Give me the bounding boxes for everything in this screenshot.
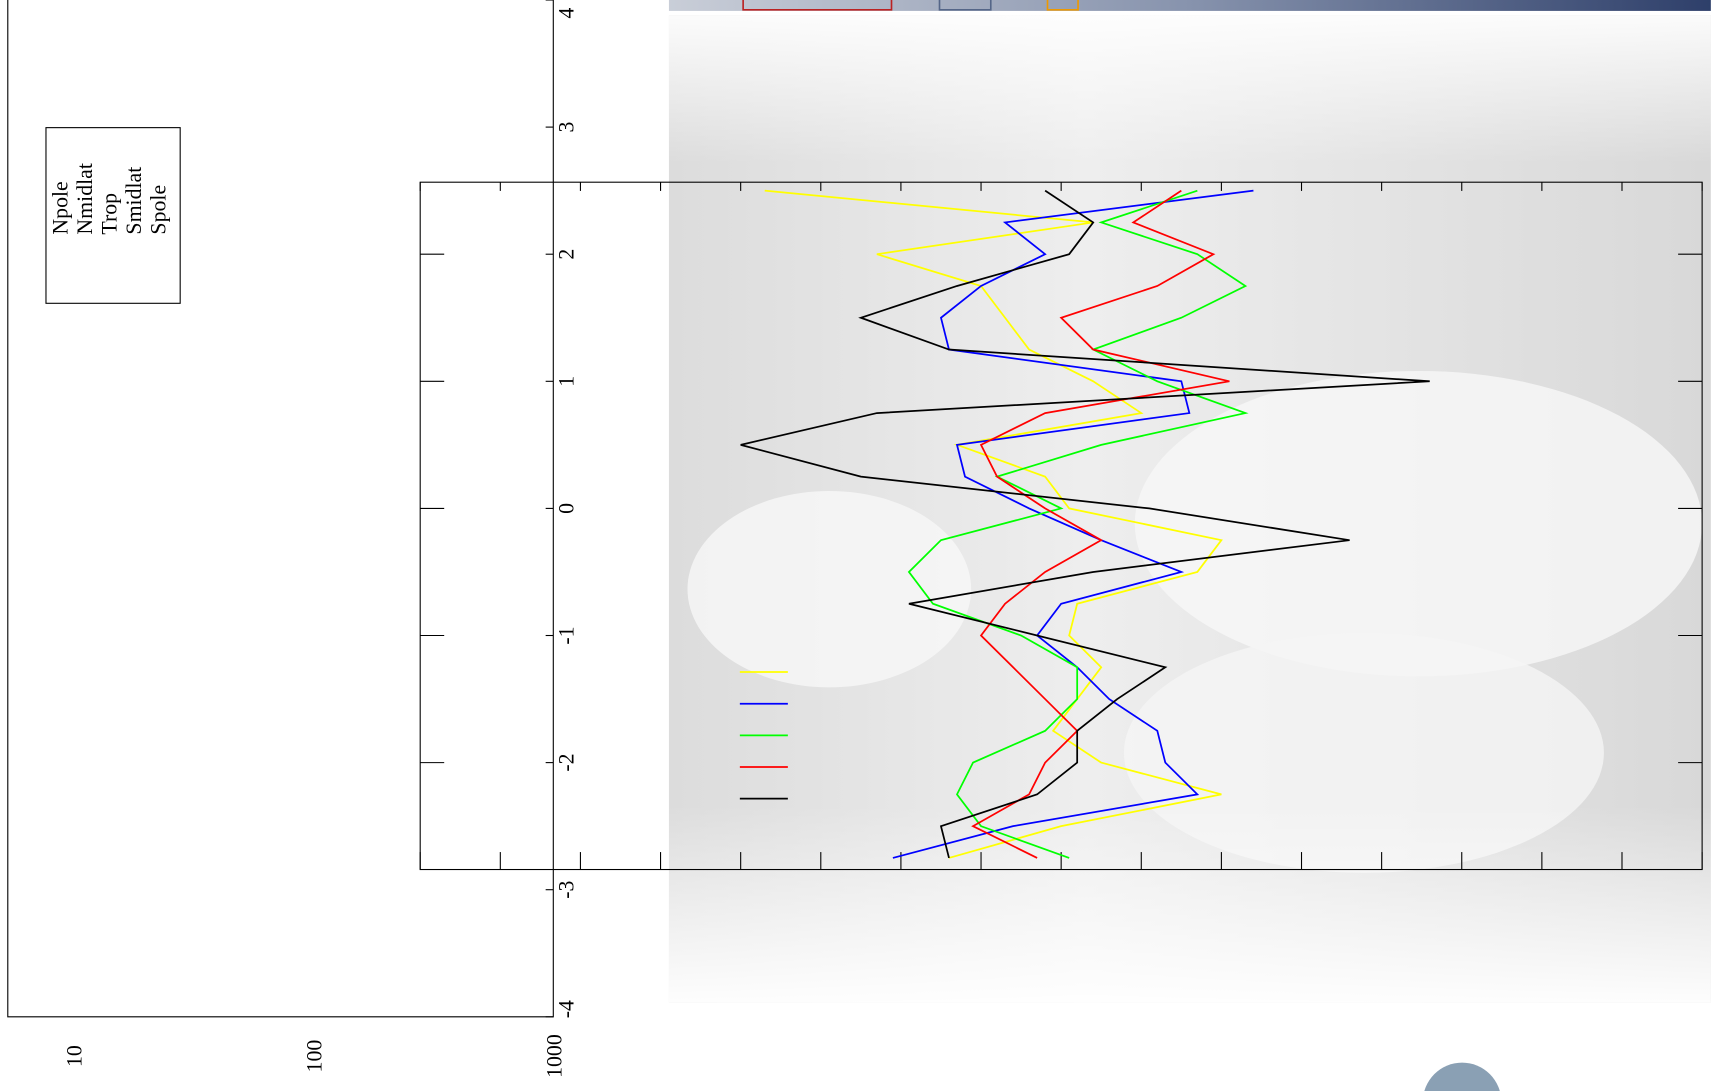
x-tick-label: 3 <box>555 122 579 133</box>
series-line <box>740 189 1430 859</box>
series-line <box>907 189 1249 859</box>
background-fade <box>668 15 1711 1003</box>
series-line <box>892 189 1254 859</box>
legend-label: Nmidlat <box>73 163 97 235</box>
y2-tick-label: 100 <box>303 1040 327 1073</box>
banner <box>668 0 1711 11</box>
x-tick-label: 1 <box>555 376 579 387</box>
y2-tick-label: 1000 <box>543 1034 567 1078</box>
legend-label: Trop <box>97 193 121 235</box>
y2-tick-label: 10 <box>63 1045 87 1067</box>
x-tick-label: -1 <box>555 626 579 644</box>
legend-box <box>45 127 181 304</box>
banner-box <box>742 0 893 11</box>
outer-frame <box>7 0 554 1018</box>
x-tick-label: -3 <box>555 881 579 899</box>
x-tick-label: 4 <box>555 8 579 19</box>
legend-label: Spole <box>147 185 171 235</box>
banner-box <box>938 0 992 11</box>
logo <box>1424 1062 1500 1091</box>
legend-label: Npole <box>48 181 72 234</box>
x-tick-label: 0 <box>555 503 579 514</box>
x-tick-label: -2 <box>555 754 579 772</box>
banner-box <box>1046 0 1079 11</box>
x-tick-label: -4 <box>555 1000 579 1018</box>
series-line <box>971 189 1230 859</box>
x-tick-label: 2 <box>555 249 579 260</box>
legend-label: Smidlat <box>122 167 146 235</box>
